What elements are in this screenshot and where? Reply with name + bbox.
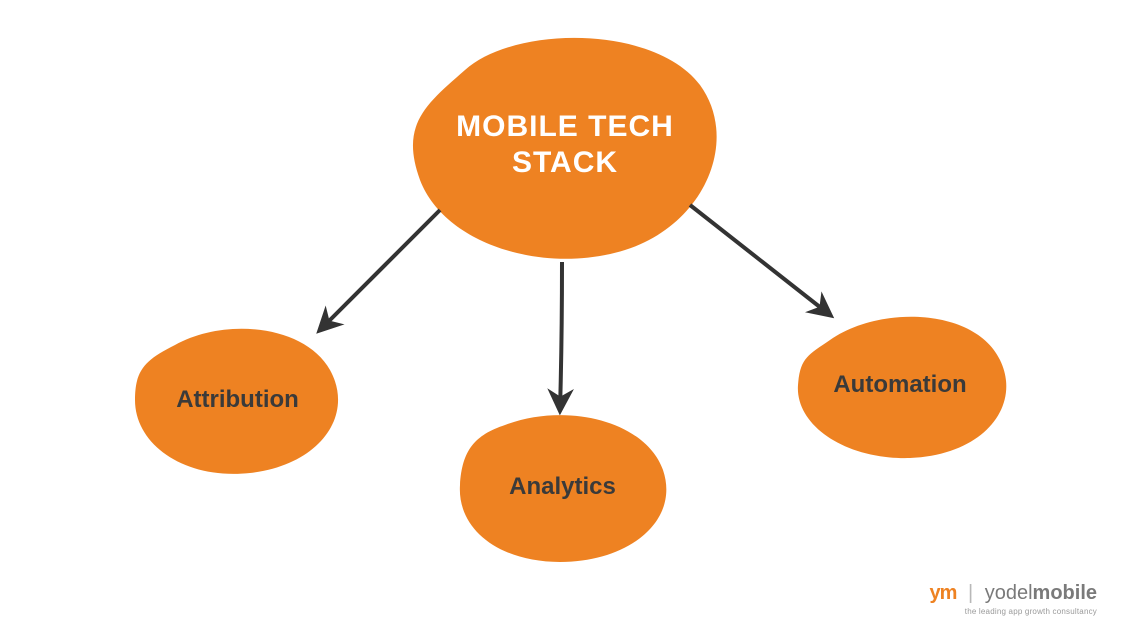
logo-tagline: the leading app growth consultancy bbox=[930, 607, 1098, 616]
automation-label: Automation bbox=[833, 371, 966, 400]
child-node-automation: Automation bbox=[790, 310, 1010, 460]
logo-separator: | bbox=[968, 582, 973, 604]
arrow-to-attribution bbox=[320, 210, 440, 330]
arrow-to-automation bbox=[690, 205, 830, 315]
brand-logo: ym | yodelmobile the leading app growth … bbox=[930, 582, 1098, 616]
child-node-attribution: Attribution bbox=[130, 325, 345, 475]
child-node-analytics: Analytics bbox=[455, 410, 670, 565]
analytics-label: Analytics bbox=[509, 473, 616, 502]
arrow-to-analytics bbox=[560, 262, 562, 410]
root-label: MOBILE TECH STACK bbox=[456, 109, 674, 181]
logo-wordmark: yodelmobile bbox=[985, 582, 1097, 604]
logo-mark: ym bbox=[930, 582, 957, 604]
diagram-canvas: MOBILE TECH STACK Attribution Analytics … bbox=[0, 0, 1125, 640]
logo-name-light: yodel bbox=[985, 582, 1033, 604]
attribution-label: Attribution bbox=[176, 386, 299, 415]
logo-name-heavy: mobile bbox=[1033, 582, 1097, 604]
